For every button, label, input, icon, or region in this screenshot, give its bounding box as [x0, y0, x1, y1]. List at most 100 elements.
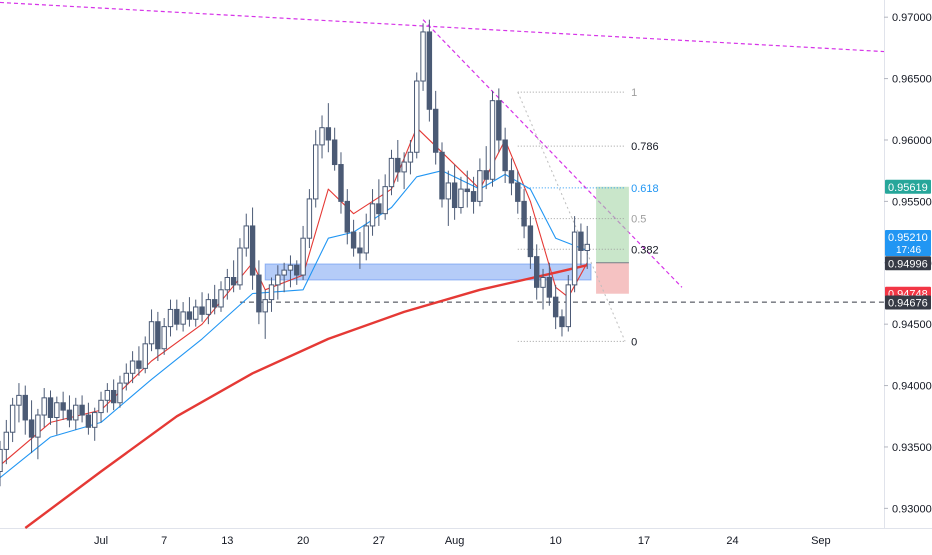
candle[interactable]	[0, 440, 3, 487]
candle[interactable]	[300, 225, 306, 280]
candle[interactable]	[559, 309, 565, 337]
candle[interactable]	[401, 152, 407, 190]
candle[interactable]	[489, 90, 496, 187]
candle[interactable]	[66, 395, 73, 428]
candle[interactable]	[136, 346, 142, 376]
candle[interactable]	[515, 170, 521, 214]
candle[interactable]	[527, 216, 534, 269]
candle[interactable]	[60, 391, 66, 420]
candle[interactable]	[22, 385, 28, 435]
candle[interactable]	[275, 265, 281, 300]
candle[interactable]	[521, 189, 527, 239]
candle[interactable]	[432, 90, 439, 165]
candle[interactable]	[41, 388, 47, 428]
candle[interactable]	[338, 152, 344, 214]
candle[interactable]	[331, 127, 338, 171]
candle[interactable]	[193, 299, 199, 327]
candle[interactable]	[363, 213, 369, 261]
candle[interactable]	[540, 268, 546, 310]
candle[interactable]	[16, 383, 22, 423]
candle[interactable]	[28, 400, 35, 454]
candle[interactable]	[180, 302, 186, 332]
candle[interactable]	[104, 383, 111, 413]
moving-average-fast[interactable]	[0, 127, 588, 466]
candle[interactable]	[174, 299, 180, 331]
candle[interactable]	[98, 391, 104, 423]
candle[interactable]	[54, 396, 60, 435]
candle[interactable]	[123, 363, 129, 391]
candle[interactable]	[483, 146, 489, 190]
candle[interactable]	[344, 189, 350, 245]
candle[interactable]	[407, 139, 414, 175]
candle[interactable]	[496, 88, 502, 153]
candle[interactable]	[376, 179, 382, 226]
candle[interactable]	[306, 189, 313, 249]
candle[interactable]	[155, 311, 161, 362]
candle[interactable]	[35, 408, 41, 460]
long-position-stop-zone[interactable]	[596, 262, 629, 294]
candle[interactable]	[148, 309, 155, 352]
candle[interactable]	[230, 260, 237, 293]
fibonacci-retracement[interactable]: 1 0.786 0.618 0.5 0.382 0	[517, 87, 659, 348]
candle[interactable]	[237, 238, 243, 290]
candle[interactable]	[395, 139, 401, 182]
candle[interactable]	[350, 219, 357, 257]
candle[interactable]	[218, 281, 224, 312]
candle[interactable]	[445, 170, 452, 226]
candle[interactable]	[117, 375, 123, 408]
candle[interactable]	[477, 158, 483, 207]
candle[interactable]	[546, 262, 553, 306]
candle[interactable]	[388, 149, 395, 196]
candle[interactable]	[256, 260, 262, 325]
candle[interactable]	[167, 299, 174, 337]
candle[interactable]	[420, 23, 426, 91]
candle[interactable]	[451, 164, 458, 220]
support-zone[interactable]	[264, 263, 592, 281]
candle[interactable]	[110, 379, 117, 411]
candle[interactable]	[287, 255, 294, 288]
candle[interactable]	[79, 395, 85, 423]
candle[interactable]	[382, 174, 388, 220]
candle[interactable]	[414, 72, 420, 159]
candle[interactable]	[470, 176, 477, 214]
candle[interactable]	[92, 407, 98, 441]
candle[interactable]	[199, 292, 205, 322]
candle[interactable]	[211, 284, 218, 315]
candle[interactable]	[262, 289, 268, 339]
candle[interactable]	[281, 262, 287, 293]
candle[interactable]	[47, 390, 54, 425]
candle[interactable]	[319, 115, 325, 159]
candle[interactable]	[578, 223, 584, 266]
candle[interactable]	[224, 268, 231, 300]
candle[interactable]	[508, 158, 515, 196]
candle[interactable]	[439, 142, 445, 208]
candle[interactable]	[3, 419, 10, 465]
candle[interactable]	[249, 207, 256, 290]
candle[interactable]	[85, 402, 92, 435]
candle[interactable]	[313, 130, 319, 208]
candle[interactable]	[205, 293, 212, 325]
candle[interactable]	[73, 397, 79, 430]
candle[interactable]	[584, 225, 590, 269]
candle[interactable]	[571, 216, 578, 293]
long-position-profit-zone[interactable]	[596, 186, 629, 263]
candle[interactable]	[9, 397, 16, 443]
moving-average-slow[interactable]	[24, 264, 588, 529]
candle[interactable]	[161, 318, 167, 355]
trendline[interactable]	[422, 19, 683, 288]
candle[interactable]	[565, 275, 571, 332]
candle[interactable]	[142, 336, 148, 374]
candle[interactable]	[294, 260, 300, 285]
candle[interactable]	[325, 103, 332, 153]
candle[interactable]	[502, 127, 508, 183]
candle[interactable]	[243, 213, 249, 257]
candle[interactable]	[426, 19, 433, 122]
candle[interactable]	[129, 351, 136, 384]
trendline[interactable]	[0, 1, 885, 53]
candle[interactable]	[369, 189, 376, 236]
candle[interactable]	[552, 284, 559, 330]
candle[interactable]	[268, 277, 275, 312]
candle[interactable]	[534, 244, 540, 300]
